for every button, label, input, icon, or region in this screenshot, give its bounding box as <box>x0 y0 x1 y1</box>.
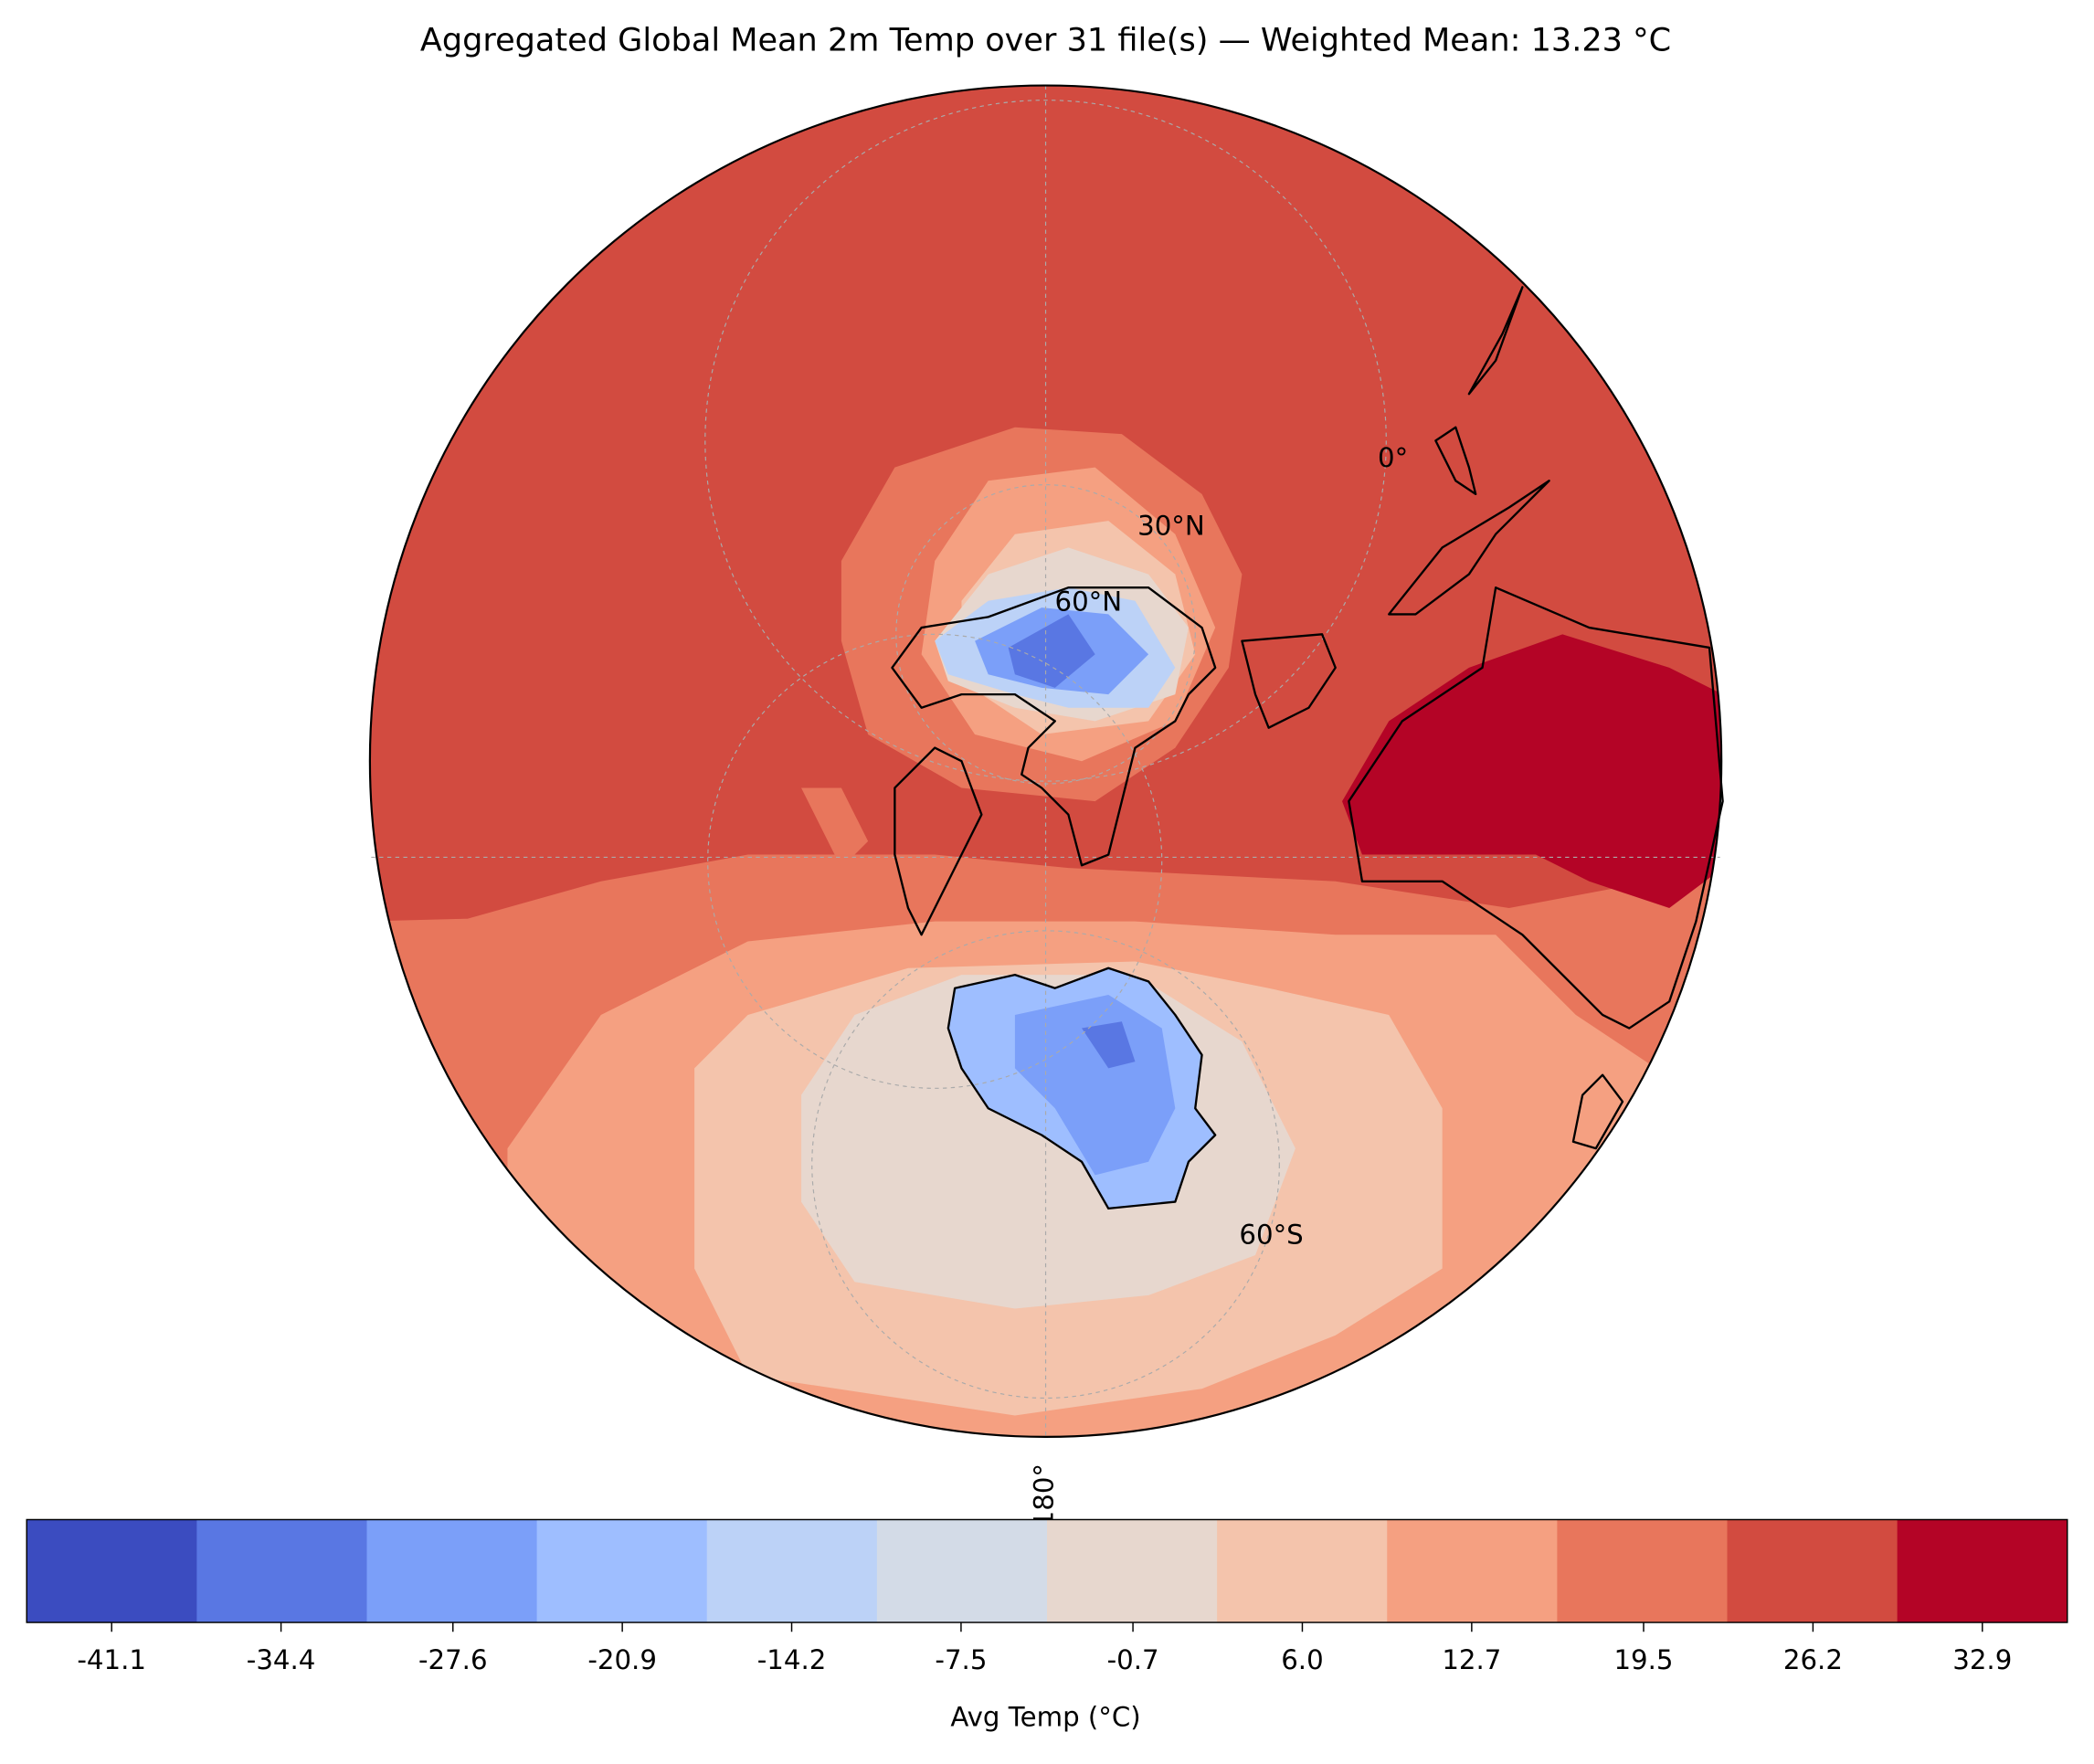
colorbar-bin <box>1217 1519 1388 1623</box>
colorbar-tick-label: -34.4 <box>247 1644 316 1675</box>
colorbar-tick-label: -27.6 <box>418 1644 488 1675</box>
colorbar-bin <box>876 1519 1048 1623</box>
map-label: 180° <box>1029 1463 1060 1527</box>
graticule <box>369 85 1722 1437</box>
colorbar-bin <box>1047 1519 1218 1623</box>
colorbar-bin <box>1727 1519 1898 1623</box>
title: Aggregated Global Mean 2m Temp over 31 f… <box>420 22 1671 59</box>
colorbar-tick-label: 6.0 <box>1281 1644 1323 1675</box>
colorbar-bin <box>196 1519 368 1623</box>
colorbar-frame <box>26 1518 2068 1623</box>
colorbar-bin <box>1897 1519 2068 1623</box>
colorbar-label: Avg Temp (°C) <box>950 1701 1140 1732</box>
colorbar: -41.1 -34.4 -27.6 -20.9 -14.2 -7.5 -0.7 6.0 12.7… <box>26 1518 2068 1675</box>
colorbar-tick-label: -41.1 <box>77 1644 146 1675</box>
colorbar-bin <box>536 1519 708 1623</box>
map-label: 60°S <box>1239 1220 1303 1251</box>
colorbar-tick-label: 12.7 <box>1442 1644 1501 1675</box>
field-band <box>1082 1021 1136 1069</box>
colorbar-bin <box>706 1519 878 1623</box>
colorbar-tick-label: 19.5 <box>1613 1644 1673 1675</box>
colorbar-bin <box>1387 1519 1559 1623</box>
colorbar-bin <box>26 1519 198 1623</box>
field-band <box>801 787 869 869</box>
colorbar-bin <box>366 1519 538 1623</box>
colorbar-tick-label: -0.7 <box>1107 1644 1159 1675</box>
map-label: 60°N <box>1054 586 1122 618</box>
colorbar-bin <box>1557 1519 1729 1623</box>
colorbar-tick-label: 32.9 <box>1952 1644 2012 1675</box>
field-band <box>1008 614 1095 688</box>
colorbar-tick-label: -7.5 <box>935 1644 987 1675</box>
map-border <box>368 84 1723 1438</box>
field-band <box>1342 634 1722 909</box>
colorbar-tick-label: -14.2 <box>757 1644 827 1675</box>
field-band <box>1014 995 1176 1176</box>
colorbar-tick-label: 26.2 <box>1783 1644 1843 1675</box>
coastlines <box>891 286 1724 1210</box>
colorbar-tick-label: -20.9 <box>587 1644 657 1675</box>
map-label: 30°N <box>1137 510 1205 541</box>
map-label: 0° <box>1378 442 1408 473</box>
